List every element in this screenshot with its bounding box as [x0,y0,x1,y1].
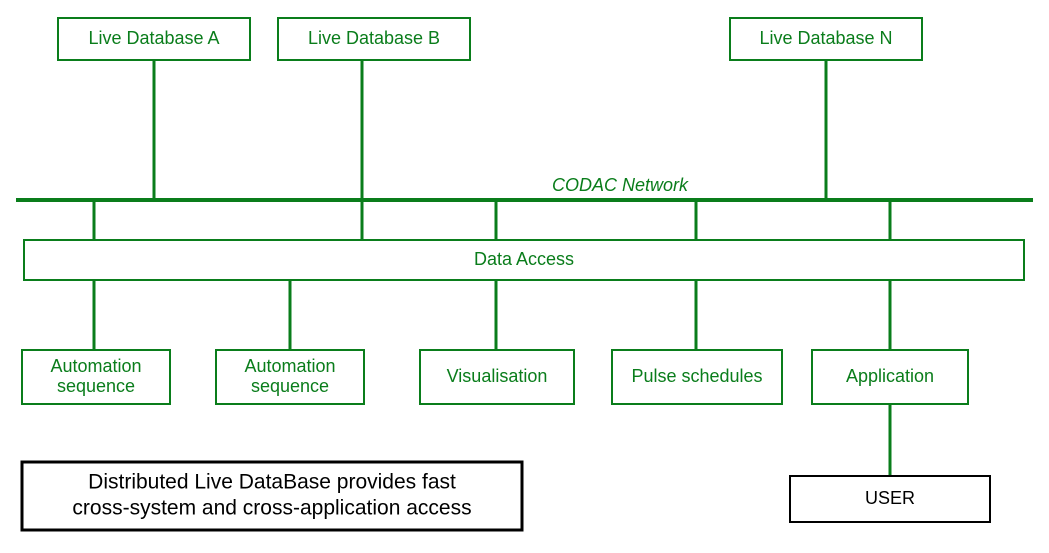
caption-line-0: Distributed Live DataBase provides fast [88,471,456,494]
db-a-label: Live Database A [88,28,219,48]
auto-seq-1-label-0: Automation [50,356,141,376]
architecture-diagram: CODAC Network Live Database A Live Databas… [0,0,1049,553]
data-access-label: Data Access [474,249,574,269]
auto-seq-2-label-0: Automation [244,356,335,376]
codac-network-label: CODAC Network [552,175,689,195]
db-b-label: Live Database B [308,28,440,48]
application-label: Application [846,366,934,386]
auto-seq-2-label-1: sequence [251,376,329,396]
pulse-schedules-label: Pulse schedules [631,366,762,386]
db-n-label: Live Database N [759,28,892,48]
caption-line-1: cross-system and cross-application acces… [72,497,471,520]
auto-seq-1-label-1: sequence [57,376,135,396]
user-label: USER [865,488,915,508]
visualisation-label: Visualisation [447,366,548,386]
